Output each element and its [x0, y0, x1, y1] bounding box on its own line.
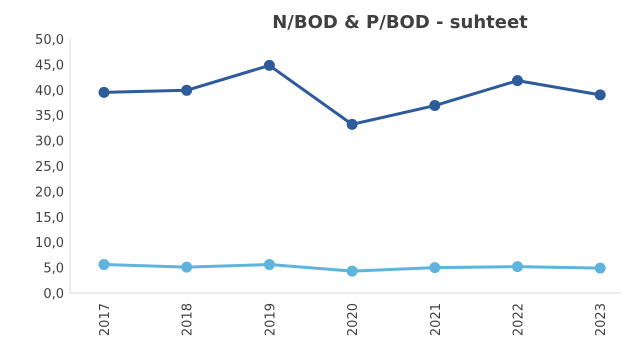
data-point [512, 75, 523, 87]
x-tick-label: 2023 [594, 303, 609, 336]
data-point [181, 261, 193, 273]
y-tick-label: 20,0 [35, 185, 64, 200]
data-point [263, 59, 275, 71]
data-point [512, 261, 523, 273]
x-tick-label: 2022 [512, 303, 527, 336]
data-point [263, 259, 275, 271]
y-tick-label: 10,0 [35, 236, 64, 251]
data-point [98, 86, 110, 98]
x-tick-label: 2021 [429, 303, 444, 336]
data-point [346, 265, 358, 277]
data-point [429, 100, 441, 112]
data-point [429, 262, 441, 274]
y-tick-label: 35,0 [35, 109, 64, 124]
y-tick-label: 45,0 [35, 58, 64, 73]
data-point [98, 259, 110, 271]
x-tick-label: 2019 [263, 303, 278, 336]
y-tick-label: 0,0 [43, 287, 64, 302]
series-line-1 [102, 63, 602, 126]
data-point [594, 89, 606, 101]
y-tick-label: 30,0 [35, 135, 64, 150]
data-point [181, 84, 193, 96]
y-tick-label: 50,0 [35, 33, 64, 48]
data-point [346, 118, 358, 130]
chart-title: N/BOD & P/BOD - suhteet [272, 12, 528, 33]
x-tick-label: 2017 [98, 303, 113, 336]
y-axis: 0,0 5,0 10,0 15,0 20,0 25,0 30,0 35,0 40,0 45,0 50… [35, 33, 71, 302]
y-tick-label: 5,0 [43, 262, 64, 277]
x-tick-label: 2018 [181, 303, 196, 336]
x-tick-label: 2020 [346, 303, 361, 336]
x-axis: 2017 2018 2019 2020 2021 2022 2023 [70, 292, 621, 336]
series-layer [98, 59, 606, 277]
y-tick-label: 25,0 [35, 160, 64, 175]
data-point [594, 262, 606, 274]
y-tick-label: 15,0 [35, 211, 64, 226]
y-tick-label: 40,0 [35, 84, 64, 99]
